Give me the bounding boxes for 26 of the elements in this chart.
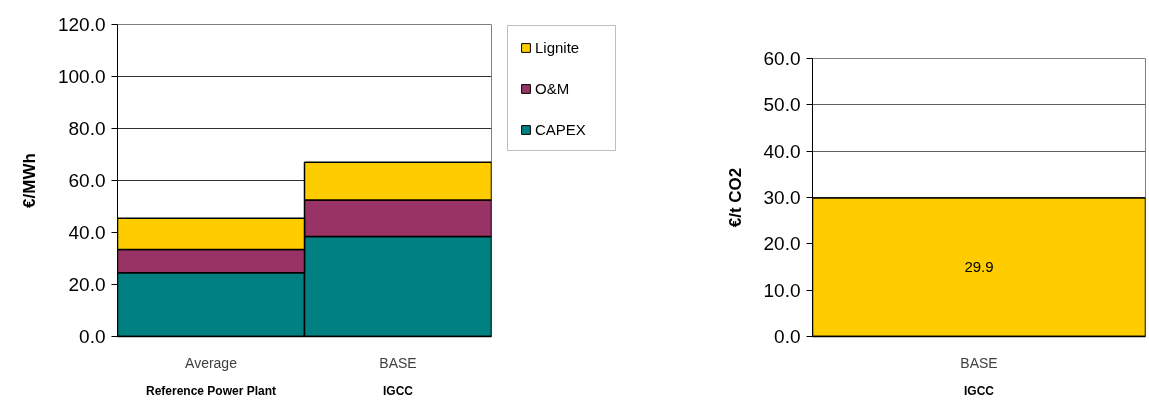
text: IGCC (383, 383, 414, 398)
y-tick-label: 50.0 (763, 94, 801, 116)
y-tick-label: 0.0 (774, 326, 801, 347)
y-tick-label: 80.0 (68, 118, 106, 139)
x-tick-label: BASE (379, 354, 417, 371)
legend-label: Lignite (535, 38, 581, 56)
text: Reference Power Plant (145, 383, 277, 398)
y-axis-title: €/MWh (19, 153, 39, 208)
x-tick-label: Average (185, 354, 238, 371)
data-label: 29.9 (964, 258, 994, 276)
x-tick-label: BASE (960, 354, 998, 371)
y-tick-label: 20.0 (763, 233, 801, 255)
y-axis-title: €/t CO2 (725, 167, 745, 228)
y-tick-label: 0.0 (79, 326, 106, 347)
y-tick-label: 60.0 (68, 170, 106, 191)
y-tick-label: 60.0 (763, 48, 801, 69)
text: IGCC (964, 383, 995, 398)
y-tick-label: 20.0 (68, 274, 106, 295)
y-tick-label: 10.0 (763, 279, 801, 301)
legend-label: O&M (535, 79, 571, 97)
y-tick-label: 100.0 (57, 66, 106, 87)
y-tick-label: 40.0 (68, 222, 106, 243)
y-tick-label: 120.0 (57, 14, 106, 35)
y-tick-label: 40.0 (763, 140, 801, 162)
y-tick-label: 30.0 (763, 187, 801, 208)
legend-label: CAPEX (535, 120, 587, 138)
